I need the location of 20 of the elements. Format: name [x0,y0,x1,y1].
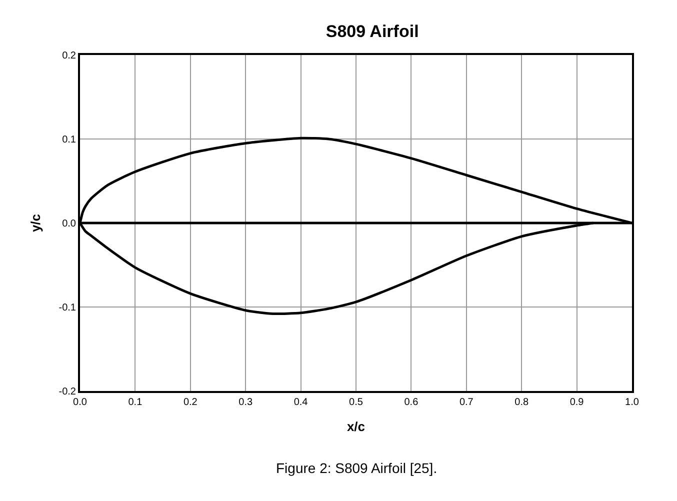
x-tick-label: 0.2 [183,397,198,408]
y-tick-label: 0.0 [62,218,76,230]
caption: Figure 2: S809 Airfoil [25]. [276,460,438,476]
y-axis-title: y/c [28,214,44,232]
x-axis-title: x/c [346,419,366,434]
x-tick-label: 0.9 [570,397,584,408]
y-tick-label: 0.2 [62,50,76,62]
x-tick-label: 1.0 [625,397,640,408]
y-tick-label: 0.1 [62,134,76,146]
y-tick-label: -0.2 [58,386,76,398]
x-tick-label: 0.6 [404,397,419,408]
x-tick-label: 0.8 [514,397,529,408]
x-tick-label: 0.3 [238,397,253,408]
x-tick-label: 0.5 [349,397,364,408]
x-tick-label: 0.4 [294,397,308,408]
x-tick-label: 0.7 [459,397,474,408]
x-tick-label: 0.0 [73,397,88,408]
chart-title: S809 Airfoil [326,22,419,41]
y-tick-label: -0.1 [58,302,76,314]
x-tick-label: 0.1 [128,397,143,408]
